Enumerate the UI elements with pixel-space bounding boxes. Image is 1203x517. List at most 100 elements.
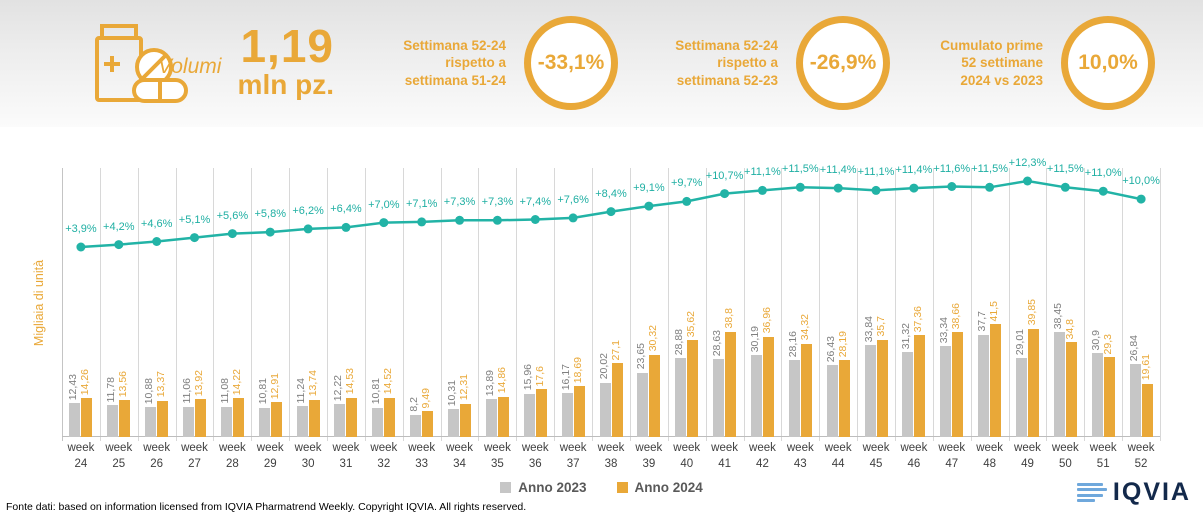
line-pct-week-33: +7,1% xyxy=(405,197,438,210)
x-label-week-51: week 51 xyxy=(1089,442,1117,470)
kpi-label-line: Settimana 52-24 xyxy=(675,37,778,53)
bar-2024-week-48 xyxy=(990,324,1002,437)
kpi-label-line: Cumulato prime xyxy=(940,37,1043,53)
kpi-label: Cumulato prime 52 settimane 2024 vs 2023 xyxy=(905,37,1043,90)
trend-line xyxy=(76,176,1146,252)
bar-2024-week-45 xyxy=(876,339,888,437)
line-pct-week-27: +5,1% xyxy=(178,213,211,226)
chart-gridline xyxy=(554,168,556,441)
volume-value: 1,19 xyxy=(240,20,334,72)
trend-point-week-28 xyxy=(227,229,237,239)
x-label-week-33: week 33 xyxy=(408,442,436,470)
legend-swatch-2023 xyxy=(500,482,512,493)
line-pct-week-24: +3,9% xyxy=(65,223,97,235)
bar-2023-week-46 xyxy=(902,351,914,437)
header-band: Volumi 1,19 mln pz. Settimana 52-24 risp… xyxy=(0,0,1203,127)
line-pct-week-26: +4,6% xyxy=(140,217,173,230)
bar-2024-week-32 xyxy=(384,397,396,437)
bar-2023-week-42 xyxy=(750,354,762,437)
line-pct-week-29: +5,8% xyxy=(254,208,286,221)
x-axis-line xyxy=(62,436,1160,437)
line-pct-week-41: +10,7% xyxy=(705,169,744,182)
trend-point-week-33 xyxy=(417,217,427,227)
bar-2024-week-29 xyxy=(270,401,282,437)
iqvia-logo-text: IQVIA xyxy=(1112,478,1191,506)
bar-2023-week-29 xyxy=(258,407,270,437)
chart-gridline xyxy=(213,168,215,441)
bar-2023-week-28 xyxy=(220,406,232,437)
x-label-week-43: week 43 xyxy=(786,442,814,470)
bar-2023-week-25 xyxy=(107,405,119,437)
iqvia-logo-stripes-icon xyxy=(1076,482,1107,503)
trend-point-week-41 xyxy=(720,189,730,199)
x-label-week-41: week 41 xyxy=(711,442,739,470)
chart-legend: Anno 2023 Anno 2024 xyxy=(0,480,1203,495)
x-label-week-24: week 24 xyxy=(67,442,95,470)
x-label-week-28: week 28 xyxy=(218,442,246,470)
chart-gridline xyxy=(629,168,631,441)
line-pct-week-35: +7,3% xyxy=(481,196,514,209)
bar-2024-week-43 xyxy=(800,343,812,437)
chart-gridline xyxy=(402,168,404,441)
line-pct-week-34: +7,3% xyxy=(443,196,476,209)
line-pct-week-36: +7,4% xyxy=(519,195,552,208)
chart-gridline xyxy=(251,168,253,441)
trend-point-week-36 xyxy=(530,215,540,224)
trend-point-week-30 xyxy=(303,224,313,234)
trend-point-week-34 xyxy=(455,215,465,225)
chart-gridline xyxy=(478,168,480,441)
chart-gridline xyxy=(137,168,139,441)
bar-2024-week-26 xyxy=(157,400,169,437)
chart-gridline xyxy=(62,168,63,441)
line-pct-week-44: +11,4% xyxy=(819,164,857,177)
legend-item-2024: Anno 2024 xyxy=(616,480,703,495)
bar-2023-week-38 xyxy=(599,382,611,437)
line-pct-week-50: +11,5% xyxy=(1046,163,1084,176)
line-pct-week-46: +11,4% xyxy=(895,164,933,177)
chart-gridline xyxy=(667,168,669,441)
bar-2023-week-40 xyxy=(675,358,687,437)
kpi-label-line: Settimana 52-24 xyxy=(403,37,506,53)
bar-2023-week-36 xyxy=(523,393,535,437)
line-pct-week-45: +11,1% xyxy=(857,166,895,179)
source-note: Fonte dati: based on information license… xyxy=(6,501,527,513)
line-pct-week-30: +6,2% xyxy=(292,204,324,217)
kpi-label-line: 52 settimane xyxy=(961,55,1043,71)
volumi-label: Volumi xyxy=(158,55,222,78)
trend-point-week-38 xyxy=(606,207,616,217)
x-label-week-36: week 36 xyxy=(521,442,549,470)
trend-point-week-29 xyxy=(265,227,275,237)
x-label-week-39: week 39 xyxy=(635,442,663,470)
chart-gridline xyxy=(1084,168,1086,441)
x-label-week-50: week 50 xyxy=(1051,442,1079,470)
x-label-week-44: week 44 xyxy=(824,442,852,470)
bar-2023-week-52 xyxy=(1129,364,1141,437)
chart-gridline xyxy=(592,168,594,441)
trend-point-week-39 xyxy=(644,201,654,211)
kpi-label: Settimana 52-24 rispetto a settimana 51-… xyxy=(368,37,506,90)
chart-plot-area: 12,43 14,26 week 24 +3,9% 11,78 13,56 week 25 +4,… xyxy=(62,157,1161,470)
bar-2024-week-41 xyxy=(725,331,737,437)
kpi-label-line: 2024 vs 2023 xyxy=(960,72,1043,88)
bar-2023-week-32 xyxy=(372,407,384,437)
bar-2024-week-25 xyxy=(119,400,131,437)
bar-2023-week-44 xyxy=(826,365,838,437)
bar-2024-week-37 xyxy=(573,386,585,437)
bar-2024-week-42 xyxy=(762,336,774,437)
chart-gridline xyxy=(819,168,821,441)
trend-point-week-44 xyxy=(833,183,843,193)
x-label-week-26: week 26 xyxy=(143,442,171,470)
line-pct-week-37: +7,6% xyxy=(557,193,589,206)
line-pct-week-28: +5,6% xyxy=(216,209,249,222)
medicine-volume-icon xyxy=(95,24,188,103)
line-pct-week-48: +11,5% xyxy=(971,163,1009,176)
kpi-label-line: rispetto a xyxy=(445,55,506,71)
bar-2023-week-30 xyxy=(296,406,308,437)
x-label-week-45: week 45 xyxy=(862,442,890,470)
bar-2024-week-24 xyxy=(81,398,93,437)
x-label-week-35: week 35 xyxy=(483,442,511,470)
bar-2023-week-31 xyxy=(334,403,346,437)
x-label-week-32: week 32 xyxy=(370,442,398,470)
trend-point-week-50 xyxy=(1060,182,1070,192)
x-label-week-46: week 46 xyxy=(900,442,928,470)
